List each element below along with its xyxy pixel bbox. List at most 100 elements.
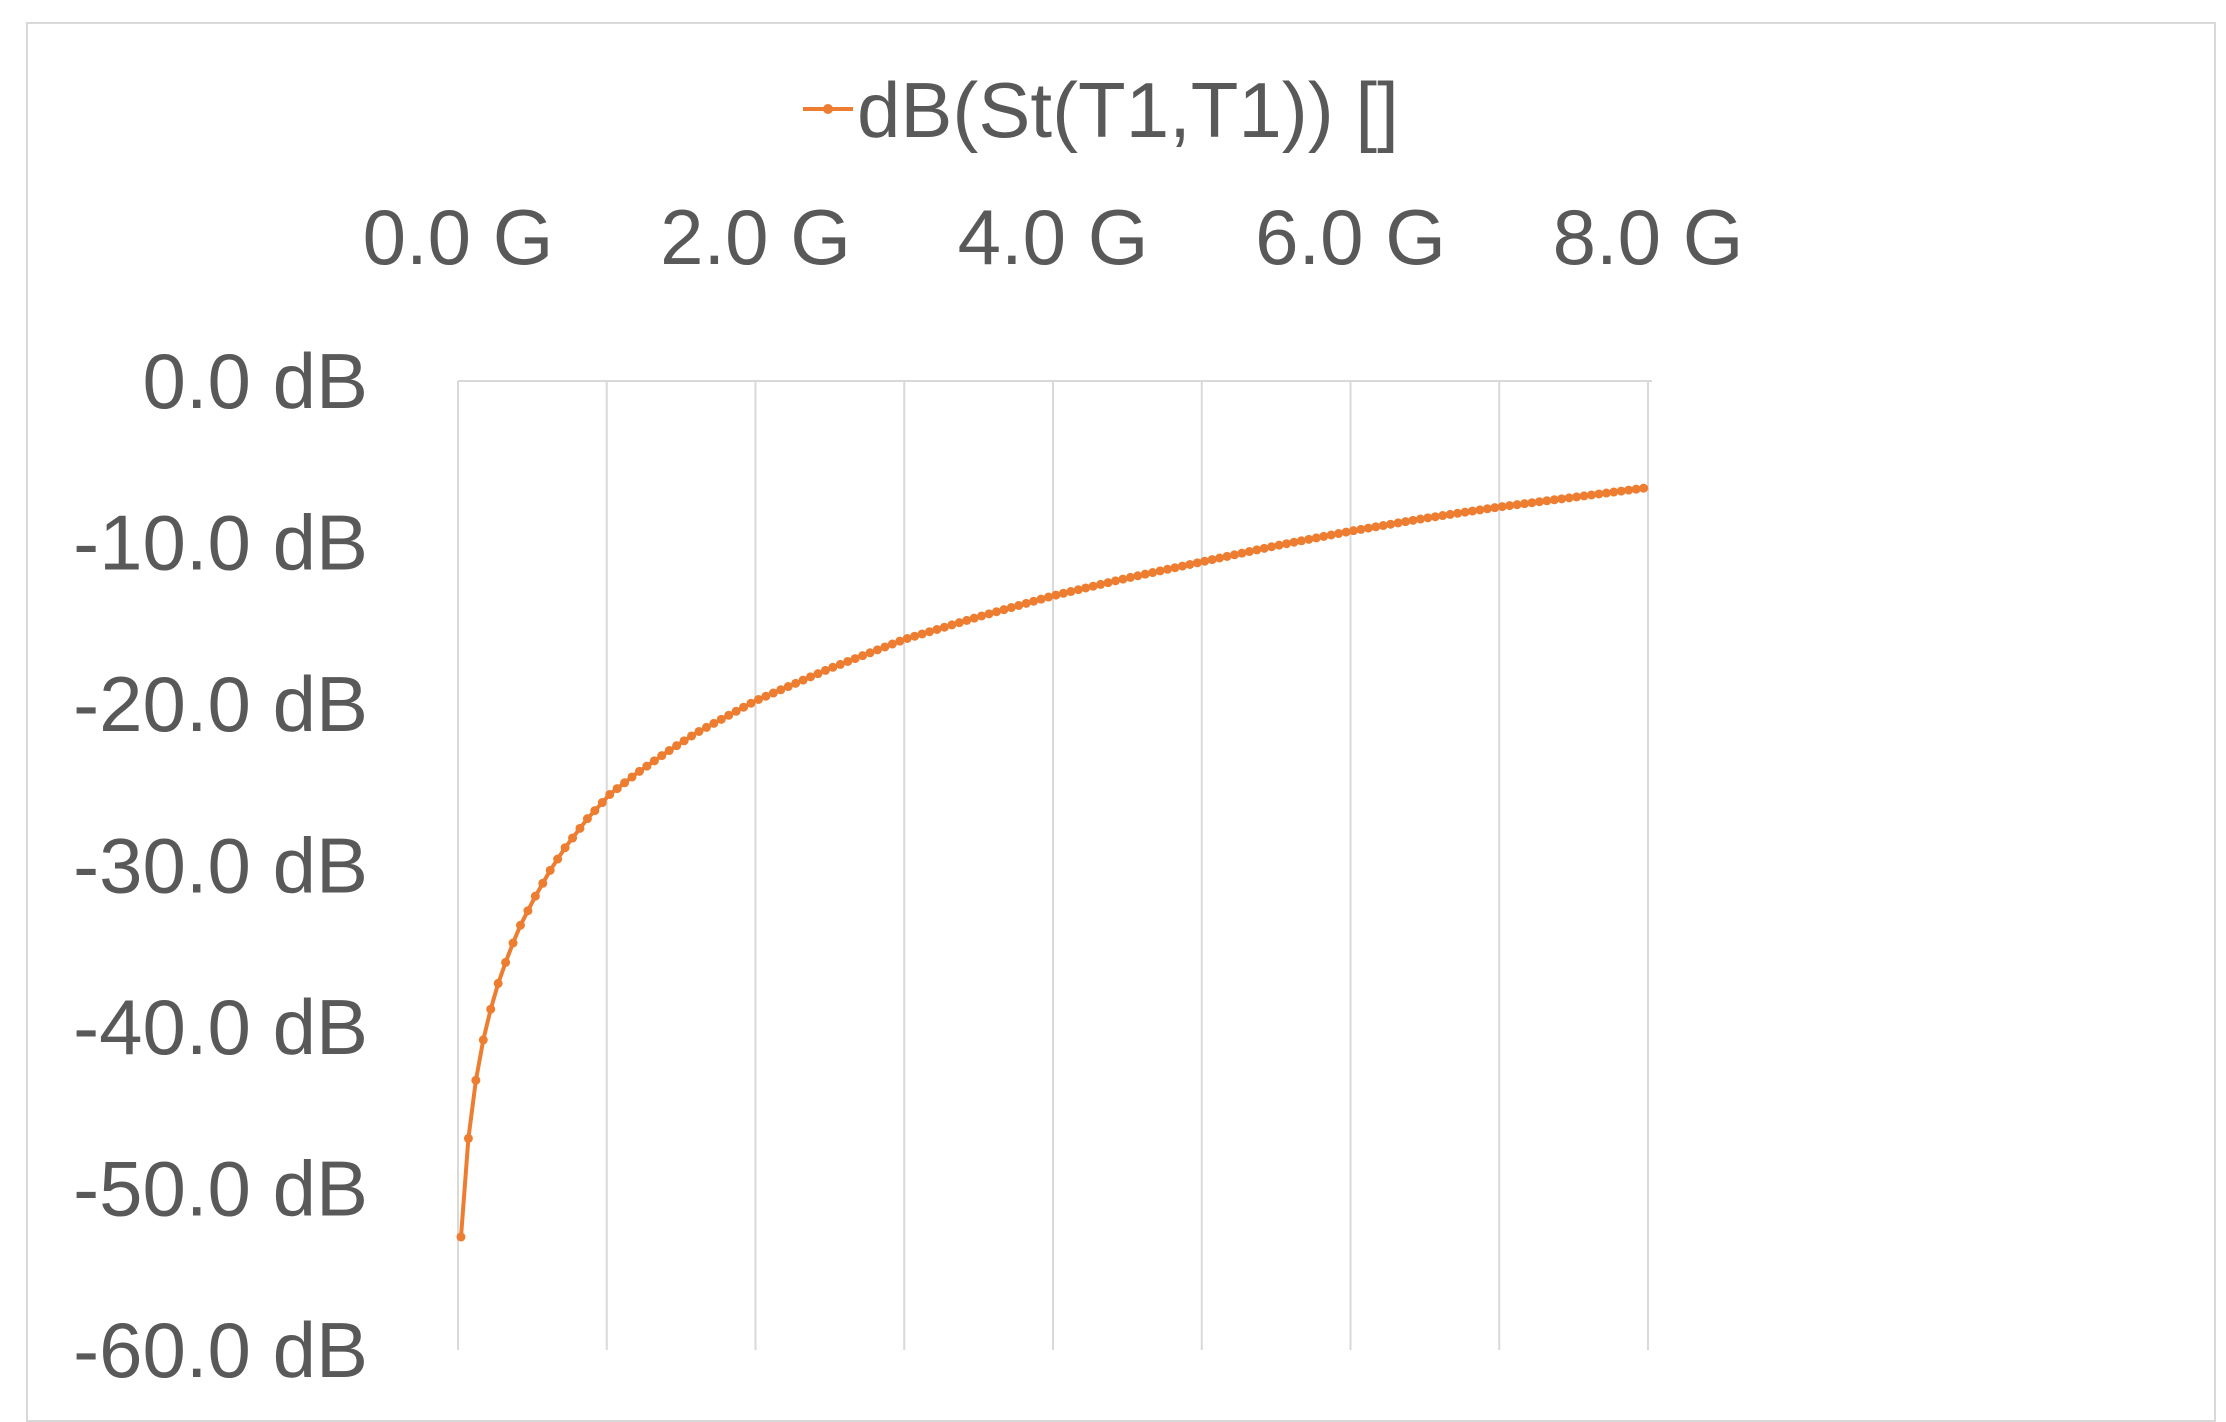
data-point [538,878,548,888]
data-point [523,906,533,916]
data-point [1371,522,1381,532]
data-point [1378,521,1388,531]
data-point [1564,493,1574,503]
data-point [1304,534,1314,544]
data-point [932,624,942,634]
data-point [1125,572,1135,582]
data-point [1557,494,1567,504]
data-point [1200,556,1210,566]
data-point [1192,558,1202,568]
data-point [456,1232,466,1242]
data-point [991,607,1001,617]
data-point [1609,487,1619,497]
data-point [1215,553,1225,563]
data-point [761,691,771,701]
data-point [493,978,503,988]
data-point [1408,515,1418,525]
data-point [925,627,935,637]
data-point [1386,519,1396,529]
data-point [701,722,711,732]
data-point [605,789,615,799]
data-point [1244,547,1254,557]
data-point [1140,569,1150,579]
data-point [1549,495,1559,505]
data-point [1334,529,1344,539]
data-point [1259,543,1269,553]
data-point [1148,568,1158,578]
data-point [1088,581,1098,591]
data-point [1490,503,1500,513]
data-point [753,694,763,704]
data-point [1542,496,1552,506]
data-point [828,662,838,672]
data-point [1096,579,1106,589]
data-point [783,682,793,692]
y-axis: 0.0 dB -10.0 dB -20.0 dB -30.0 dB -40.0 dB -5… [73,337,368,1394]
data-point [1594,489,1604,499]
data-point [1423,513,1433,523]
data-point [1401,517,1411,527]
data-point [530,891,540,901]
data-point [1058,588,1068,598]
data-point [1624,485,1634,495]
data-point [1185,559,1195,569]
data-point [1393,518,1403,528]
data-point [791,678,801,688]
data-point [820,665,830,675]
y-tick-label: -10.0 dB [73,499,368,587]
data-point [672,741,682,751]
data-point [776,685,786,695]
data-point [1356,524,1366,534]
data-point [1639,483,1649,493]
data-point [1475,505,1485,515]
data-point [575,823,585,833]
data-point [515,920,525,930]
data-point [1453,508,1463,518]
x-tick-label: 6.0 G [1255,193,1446,281]
data-point [917,629,927,639]
data-point [709,718,719,728]
data-point [1363,523,1373,533]
data-point [746,698,756,708]
data-point [1296,536,1306,546]
data-point [962,615,972,625]
data-point [1311,533,1321,543]
data-point [694,726,704,736]
data-point [1155,566,1165,576]
data-point [1177,561,1187,571]
y-tick-label: -50.0 dB [73,1145,368,1233]
data-point [1133,571,1143,581]
data-point [679,736,689,746]
data-point [1006,603,1016,613]
data-point [1014,600,1024,610]
x-tick-label: 4.0 G [958,193,1149,281]
x-tick-label: 2.0 G [660,193,851,281]
data-point [1207,555,1217,565]
data-point [1631,484,1641,494]
x-tick-label: 8.0 G [1553,193,1744,281]
data-point [501,957,511,967]
data-point [1586,490,1596,500]
y-tick-label: -30.0 dB [73,822,368,910]
data-point [582,814,592,824]
data-point [1044,592,1054,602]
data-point [1467,506,1477,516]
data-point [1460,507,1470,517]
data-point [984,609,994,619]
data-point [1237,548,1247,558]
data-point [1103,578,1113,588]
data-point [947,620,957,630]
data-point [1445,509,1455,519]
data-point [813,669,823,679]
data-point [612,784,622,794]
data-point [843,656,853,666]
data-point [1534,497,1544,507]
data-point [463,1133,473,1143]
data-point [910,631,920,641]
data-point [1497,502,1507,512]
legend-label: dB(St(T1,T1)) [] [857,66,1399,154]
data-point [865,648,875,658]
data-point [545,865,555,875]
data-point [1163,564,1173,574]
y-tick-label: 0.0 dB [142,337,368,425]
